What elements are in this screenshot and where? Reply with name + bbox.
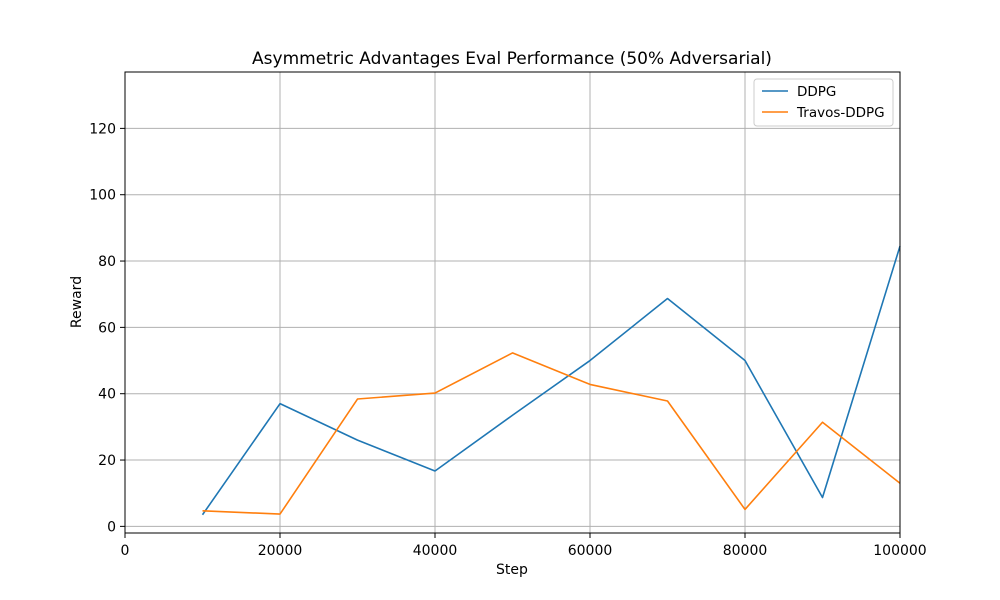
legend-label-ddpg: DDPG	[797, 84, 836, 100]
chart-title: Asymmetric Advantages Eval Performance (…	[252, 49, 772, 69]
y-tick-label: 120	[89, 121, 116, 137]
legend-box	[753, 78, 894, 127]
x-tick-label: 40000	[413, 543, 458, 559]
y-tick-label: 80	[98, 254, 116, 270]
x-tick-label: 20000	[258, 543, 303, 559]
legend: DDPG Travos-DDPG	[753, 78, 894, 127]
plot-frame	[124, 71, 901, 534]
x-tick-label: 60000	[568, 543, 613, 559]
x-tick-label: 0	[121, 543, 130, 559]
legend-label-travos-ddpg: Travos-DDPG	[796, 105, 885, 121]
y-tick-label: 0	[107, 519, 116, 535]
y-tick-label: 40	[98, 387, 116, 403]
x-tick-label: 80000	[723, 543, 768, 559]
y-tick-label: 100	[89, 188, 116, 204]
x-axis: 0 20000 40000 60000 80000 100000	[121, 533, 927, 559]
y-axis-label: Reward	[69, 276, 85, 328]
y-tick-label: 20	[98, 453, 116, 469]
y-axis: 0 20 40 60 80 100 120	[89, 121, 125, 535]
x-tick-label: 100000	[873, 543, 926, 559]
series-line-ddpg	[201, 245, 901, 516]
series-line-travos-ddpg	[202, 352, 901, 515]
y-tick-label: 60	[98, 320, 116, 336]
x-axis-label: Step	[496, 562, 528, 578]
series-layer	[201, 245, 901, 516]
grid	[124, 72, 901, 533]
